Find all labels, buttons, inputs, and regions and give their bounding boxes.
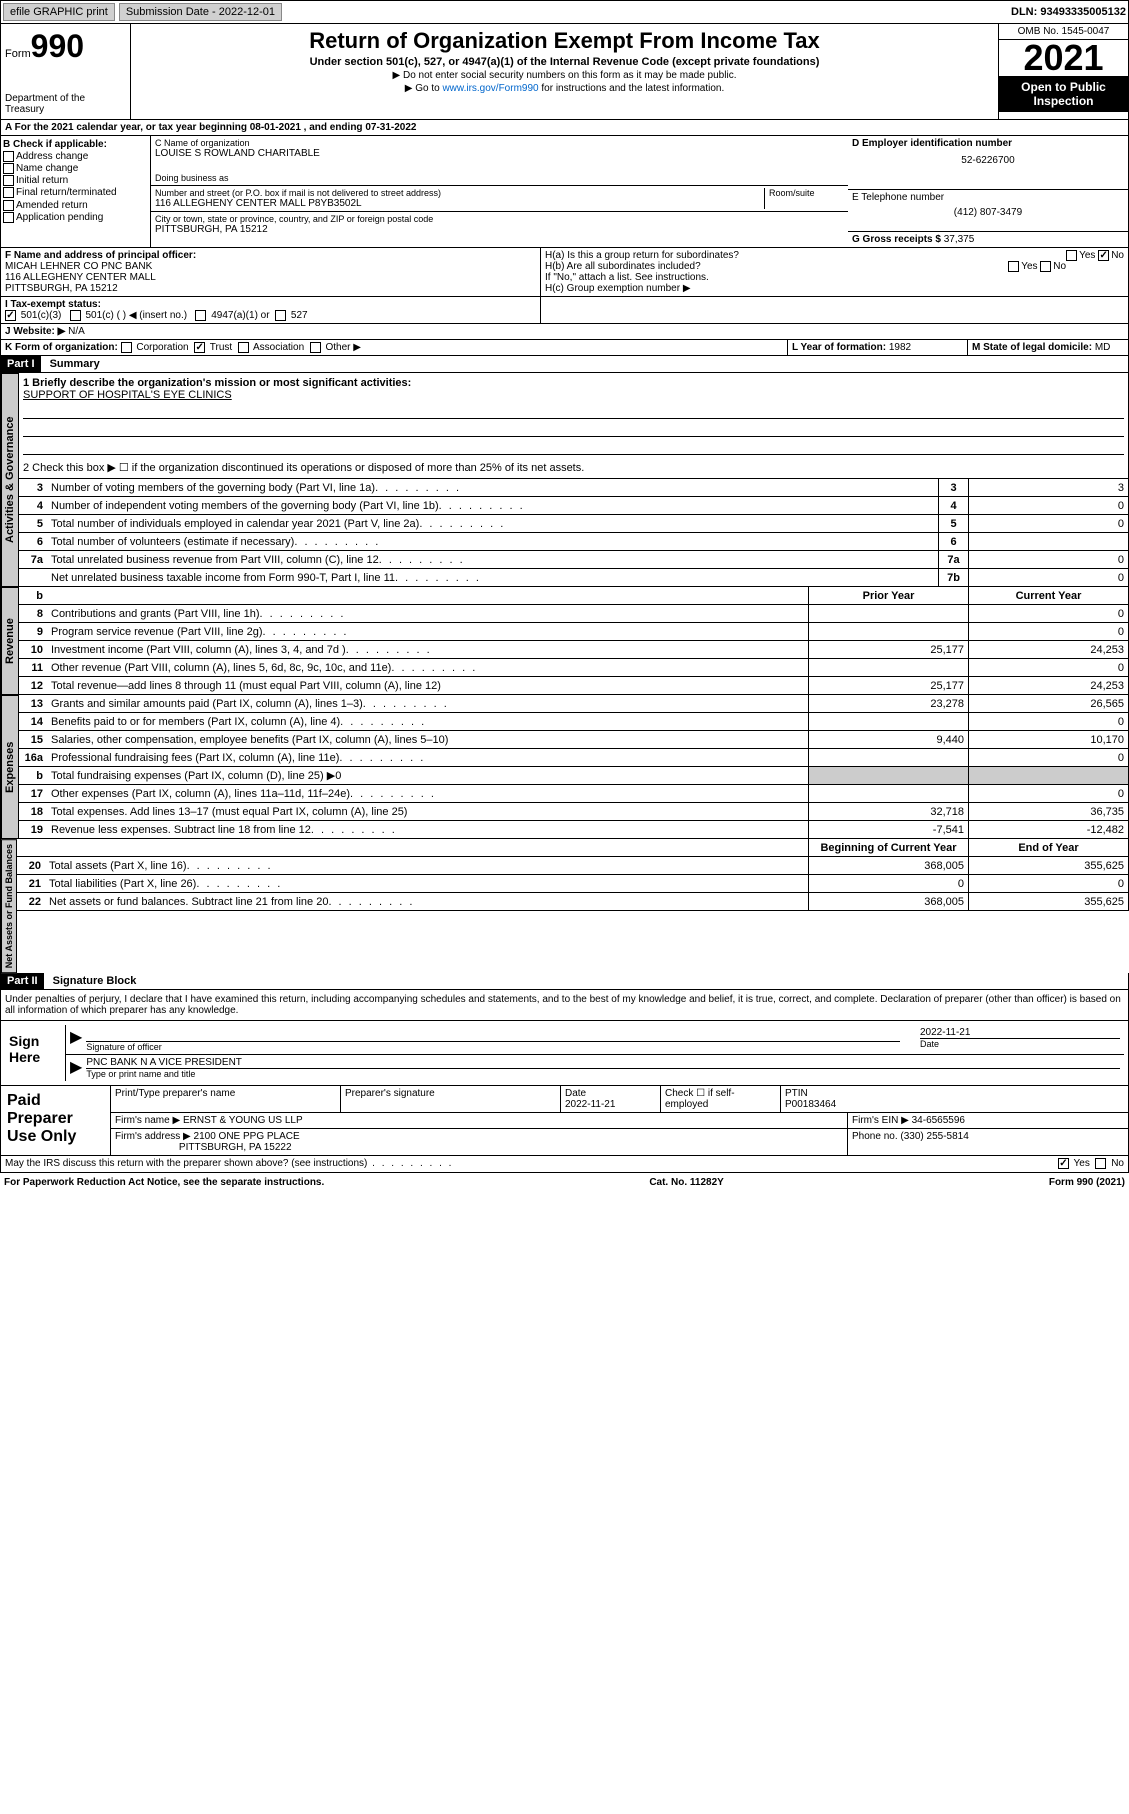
table-row: 18Total expenses. Add lines 13–17 (must … xyxy=(19,803,1129,821)
table-row: 7aTotal unrelated business revenue from … xyxy=(19,551,1129,569)
table-row: 4Number of independent voting members of… xyxy=(19,497,1129,515)
table-row: 22Net assets or fund balances. Subtract … xyxy=(17,893,1129,911)
cb-assoc[interactable] xyxy=(238,342,249,353)
ssn-note: ▶ Do not enter social security numbers o… xyxy=(135,70,994,81)
section-i: I Tax-exempt status: 501(c)(3) 501(c) ( … xyxy=(1,297,541,323)
cb-other[interactable] xyxy=(310,342,321,353)
open-inspection: Open to Public Inspection xyxy=(999,76,1128,112)
cb-4947[interactable] xyxy=(195,310,206,321)
submission-date-button[interactable]: Submission Date - 2022-12-01 xyxy=(119,3,282,21)
cb-501c[interactable] xyxy=(70,310,81,321)
page-footer: For Paperwork Reduction Act Notice, see … xyxy=(0,1173,1129,1192)
revenue-section: Revenue bPrior YearCurrent Year 8Contrib… xyxy=(0,587,1129,695)
table-row: 15Salaries, other compensation, employee… xyxy=(19,731,1129,749)
phone: (412) 807-3479 xyxy=(852,207,1124,218)
org-name: LOUISE S ROWLAND CHARITABLE xyxy=(155,148,844,159)
form-word: Form xyxy=(5,48,31,60)
cb-501c3[interactable] xyxy=(5,310,16,321)
cb-trust[interactable] xyxy=(194,342,205,353)
table-row: bTotal fundraising expenses (Part IX, co… xyxy=(19,767,1129,785)
part-i-header: Part I Summary xyxy=(0,356,1129,373)
table-row: 10Investment income (Part VIII, column (… xyxy=(19,641,1129,659)
form-subtitle: Under section 501(c), 527, or 4947(a)(1)… xyxy=(135,56,994,68)
cb-discuss-no[interactable] xyxy=(1095,1158,1106,1169)
table-row: 9Program service revenue (Part VIII, lin… xyxy=(19,623,1129,641)
part-ii-header: Part II Signature Block xyxy=(0,973,1129,990)
table-row: 5Total number of individuals employed in… xyxy=(19,515,1129,533)
table-row: 21Total liabilities (Part X, line 26)00 xyxy=(17,875,1129,893)
cb-hb-no[interactable] xyxy=(1040,261,1051,272)
table-row: 6Total number of volunteers (estimate if… xyxy=(19,533,1129,551)
vlabel-governance: Activities & Governance xyxy=(1,373,19,587)
section-deg: D Employer identification number 52-6226… xyxy=(848,136,1128,247)
cb-initial-return[interactable] xyxy=(3,175,14,186)
section-l: L Year of formation: 1982 xyxy=(788,340,968,355)
cb-amended[interactable] xyxy=(3,200,14,211)
table-row: 17Other expenses (Part IX, column (A), l… xyxy=(19,785,1129,803)
section-h: H(a) Is this a group return for subordin… xyxy=(541,248,1128,296)
netassets-section: Net Assets or Fund Balances Beginning of… xyxy=(0,839,1129,973)
cb-ha-yes[interactable] xyxy=(1066,250,1077,261)
table-row: 12Total revenue—add lines 8 through 11 (… xyxy=(19,677,1129,695)
cb-hb-yes[interactable] xyxy=(1008,261,1019,272)
section-b: B Check if applicable: Address change Na… xyxy=(1,136,151,247)
cb-ha-no[interactable] xyxy=(1098,250,1109,261)
form-title: Return of Organization Exempt From Incom… xyxy=(135,28,994,54)
cb-corp[interactable] xyxy=(121,342,132,353)
paid-preparer: Paid Preparer Use Only Print/Type prepar… xyxy=(0,1086,1129,1156)
vlabel-netassets: Net Assets or Fund Balances xyxy=(1,839,17,973)
governance-section: Activities & Governance 1 Briefly descri… xyxy=(0,373,1129,587)
org-address: 116 ALLEGHENY CENTER MALL P8YB3502L xyxy=(155,198,764,209)
table-row: 16aProfessional fundraising fees (Part I… xyxy=(19,749,1129,767)
section-j: J Website: ▶ N/A xyxy=(1,324,1128,339)
arrow-icon: ▶ xyxy=(70,1027,82,1052)
section-c: C Name of organization LOUISE S ROWLAND … xyxy=(151,136,848,247)
irs-link[interactable]: www.irs.gov/Form990 xyxy=(442,83,538,94)
col-header-row: bPrior YearCurrent Year xyxy=(19,587,1129,605)
cb-address-change[interactable] xyxy=(3,151,14,162)
sign-here: Sign Here ▶ Signature of officer 2022-11… xyxy=(0,1021,1129,1086)
signature-declaration: Under penalties of perjury, I declare th… xyxy=(0,990,1129,1021)
gross-receipts: 37,375 xyxy=(944,234,975,245)
vlabel-expenses: Expenses xyxy=(1,695,19,839)
vlabel-revenue: Revenue xyxy=(1,587,19,695)
mission-text: SUPPORT OF HOSPITAL'S EYE CLINICS xyxy=(23,389,1124,401)
arrow-icon: ▶ xyxy=(70,1057,82,1079)
cb-527[interactable] xyxy=(275,310,286,321)
ein: 52-6226700 xyxy=(852,155,1124,166)
section-m: M State of legal domicile: MD xyxy=(968,340,1128,355)
table-row: Net unrelated business taxable income fr… xyxy=(19,569,1129,587)
year-line: A For the 2021 calendar year, or tax yea… xyxy=(0,120,1129,136)
cb-discuss-yes[interactable] xyxy=(1058,1158,1069,1169)
tax-year: 2021 xyxy=(999,40,1128,76)
section-f: F Name and address of principal officer:… xyxy=(1,248,541,296)
cb-application-pending[interactable] xyxy=(3,212,14,223)
efile-button[interactable]: efile GRAPHIC print xyxy=(3,3,115,21)
dept-treasury: Department of the Treasury xyxy=(5,93,126,115)
expenses-section: Expenses 13Grants and similar amounts pa… xyxy=(0,695,1129,839)
section-k: K Form of organization: Corporation Trus… xyxy=(1,340,788,355)
dln: DLN: 93493335005132 xyxy=(1011,6,1126,18)
table-row: 11Other revenue (Part VIII, column (A), … xyxy=(19,659,1129,677)
table-row: 20Total assets (Part X, line 16)368,0053… xyxy=(17,857,1129,875)
table-row: 3Number of voting members of the governi… xyxy=(19,479,1129,497)
table-row: 13Grants and similar amounts paid (Part … xyxy=(19,695,1129,713)
cb-final-return[interactable] xyxy=(3,187,14,198)
cb-name-change[interactable] xyxy=(3,163,14,174)
table-row: 8Contributions and grants (Part VIII, li… xyxy=(19,605,1129,623)
table-row: 19Revenue less expenses. Subtract line 1… xyxy=(19,821,1129,839)
form-header: Form990 Department of the Treasury Retur… xyxy=(0,24,1129,120)
table-row: 14Benefits paid to or for members (Part … xyxy=(19,713,1129,731)
discuss-line: May the IRS discuss this return with the… xyxy=(0,1156,1129,1172)
col-header-row: Beginning of Current YearEnd of Year xyxy=(17,839,1129,857)
form-number: 990 xyxy=(31,28,84,64)
org-city: PITTSBURGH, PA 15212 xyxy=(155,224,844,235)
topbar: efile GRAPHIC print Submission Date - 20… xyxy=(0,0,1129,24)
goto-note: ▶ Go to www.irs.gov/Form990 for instruct… xyxy=(135,83,994,94)
